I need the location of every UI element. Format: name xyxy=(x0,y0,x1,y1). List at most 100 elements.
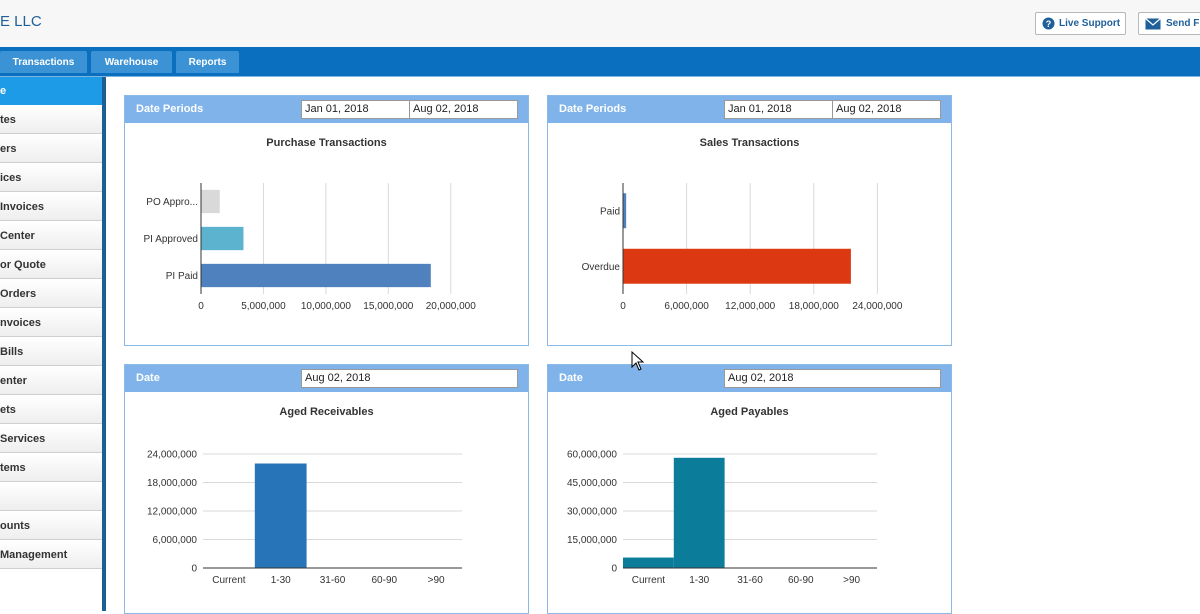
date-label: Date xyxy=(559,372,583,384)
category-label: PI Approved xyxy=(144,234,198,245)
x-tick-label: 15,000,000 xyxy=(363,301,413,312)
tab-warehouse[interactable]: Warehouse xyxy=(91,51,172,73)
sidebar-item-proforma-invoices[interactable]: Invoices xyxy=(0,193,102,221)
sidebar-item-home[interactable]: e xyxy=(0,77,102,105)
purchase-transactions-panel: Date Periods Jan 01, 2018 Aug 02, 2018 P… xyxy=(124,95,529,346)
bar xyxy=(673,457,725,568)
x-tick-label: 10,000,000 xyxy=(301,301,351,312)
category-label: PO Appro... xyxy=(146,197,198,208)
y-tick-label: 6,000,000 xyxy=(153,535,198,546)
date-periods-label: Date Periods xyxy=(136,103,204,115)
bar xyxy=(623,248,851,284)
sidebar: e tes ers ices Invoices Center or Quote … xyxy=(0,77,102,611)
send-label: Send F xyxy=(1166,18,1200,29)
date-input[interactable]: Aug 02, 2018 xyxy=(301,369,518,388)
chart-title: Aged Receivables xyxy=(279,406,374,418)
category-label: 31-60 xyxy=(320,575,346,586)
help-icon: ? xyxy=(1042,17,1055,30)
start-date-input[interactable]: Jan 01, 2018 xyxy=(301,100,410,119)
x-tick-label: 6,000,000 xyxy=(664,301,709,312)
y-tick-label: 12,000,000 xyxy=(147,507,197,518)
y-tick-label: 15,000,000 xyxy=(567,535,617,546)
send-feedback-button[interactable]: Send F xyxy=(1138,12,1200,35)
tab-reports[interactable]: Reports xyxy=(176,51,239,73)
sidebar-item-items[interactable]: tems xyxy=(0,454,102,482)
sidebar-item-orders[interactable]: ers xyxy=(0,135,102,163)
chart-title: Aged Payables xyxy=(710,406,789,418)
date-input[interactable]: Aug 02, 2018 xyxy=(724,369,941,388)
aged-payables-panel: Date Aug 02, 2018 Aged Payables 0 15,000,… xyxy=(547,364,952,614)
category-label: 31-60 xyxy=(737,575,763,586)
sidebar-item-invoices[interactable]: ices xyxy=(0,164,102,192)
panel-header: Date Aug 02, 2018 xyxy=(548,365,951,392)
tab-transactions[interactable]: Transactions xyxy=(0,51,87,73)
category-label: PI Paid xyxy=(166,271,198,282)
live-support-button[interactable]: ? Live Support xyxy=(1035,12,1126,35)
y-tick-label: 24,000,000 xyxy=(147,450,197,461)
chart-title: Purchase Transactions xyxy=(266,137,387,149)
x-tick-label: 12,000,000 xyxy=(725,301,775,312)
bar xyxy=(201,263,431,288)
sidebar-item-sales-center[interactable]: Center xyxy=(0,222,102,250)
x-tick-label: 20,000,000 xyxy=(426,301,476,312)
bar xyxy=(623,193,627,229)
sidebar-item-purchase-invoices[interactable]: nvoices xyxy=(0,309,102,337)
chart-title: Sales Transactions xyxy=(699,137,800,149)
x-tick-label: 18,000,000 xyxy=(789,301,839,312)
end-date-input[interactable]: Aug 02, 2018 xyxy=(409,100,518,119)
sidebar-item-blank[interactable] xyxy=(0,483,102,511)
sidebar-item-purchase-orders[interactable]: Orders xyxy=(0,280,102,308)
nav-underline xyxy=(0,73,1200,77)
sidebar-item-accounts[interactable]: ounts xyxy=(0,512,102,540)
y-tick-label: 0 xyxy=(611,564,617,575)
aged-receivables-panel: Date Aug 02, 2018 Aged Receivables 0 6,00… xyxy=(124,364,529,614)
bar xyxy=(254,463,307,568)
x-tick-label: 0 xyxy=(198,301,204,312)
y-tick-label: 0 xyxy=(191,564,197,575)
category-label: Overdue xyxy=(582,262,621,273)
category-label: >90 xyxy=(843,575,860,586)
panel-header: Date Aug 02, 2018 xyxy=(125,365,528,392)
y-tick-label: 18,000,000 xyxy=(147,478,197,489)
category-label: 60-90 xyxy=(372,575,398,586)
sidebar-item-vendor-quote[interactable]: or Quote xyxy=(0,251,102,279)
category-label: 60-90 xyxy=(788,575,814,586)
y-tick-label: 30,000,000 xyxy=(567,507,617,518)
company-name: E LLC xyxy=(0,13,42,30)
sidebar-item-purchase-center[interactable]: enter xyxy=(0,367,102,395)
category-label: Paid xyxy=(600,206,620,217)
sidebar-item-quotes[interactable]: tes xyxy=(0,106,102,134)
category-label: Current xyxy=(632,575,666,586)
live-support-label: Live Support xyxy=(1059,18,1121,29)
sidebar-item-bills[interactable]: Bills xyxy=(0,338,102,366)
sidebar-item-management[interactable]: Management xyxy=(0,541,102,569)
sales-transactions-chart: 0 6,000,000 12,000,000 18,000,000 24,000,000… xyxy=(582,183,903,312)
sidebar-item-assets[interactable]: ets xyxy=(0,396,102,424)
bar xyxy=(201,226,244,251)
x-tick-label: 5,000,000 xyxy=(241,301,286,312)
envelope-icon xyxy=(1145,17,1161,29)
panel-header: Date Periods Jan 01, 2018 Aug 02, 2018 xyxy=(125,96,528,123)
panel-header: Date Periods Jan 01, 2018 Aug 02, 2018 xyxy=(548,96,951,123)
category-label: >90 xyxy=(428,575,445,586)
aged-payables-chart: 0 15,000,000 30,000,000 45,000,000 60,000,00… xyxy=(567,450,877,586)
purchase-transactions-chart: 0 5,000,000 10,000,000 15,000,000 20,000,000… xyxy=(144,183,476,312)
date-periods-label: Date Periods xyxy=(559,103,627,115)
x-tick-label: 24,000,000 xyxy=(852,301,902,312)
y-tick-label: 60,000,000 xyxy=(567,450,617,461)
sales-transactions-panel: Date Periods Jan 01, 2018 Aug 02, 2018 S… xyxy=(547,95,952,346)
aged-receivables-chart: 0 6,000,000 12,000,000 18,000,000 24,000,000… xyxy=(147,450,462,586)
y-tick-label: 45,000,000 xyxy=(567,478,617,489)
sidebar-item-services[interactable]: Services xyxy=(0,425,102,453)
x-tick-label: 0 xyxy=(620,301,626,312)
end-date-input[interactable]: Aug 02, 2018 xyxy=(832,100,941,119)
svg-text:?: ? xyxy=(1046,19,1052,29)
sidebar-border xyxy=(102,77,106,611)
top-bar: E LLC ? Live Support Send F xyxy=(0,0,1200,47)
date-label: Date xyxy=(136,372,160,384)
category-label: 1-30 xyxy=(689,575,709,586)
bar xyxy=(201,189,220,214)
bar xyxy=(623,557,674,568)
category-label: Current xyxy=(212,575,246,586)
start-date-input[interactable]: Jan 01, 2018 xyxy=(724,100,833,119)
